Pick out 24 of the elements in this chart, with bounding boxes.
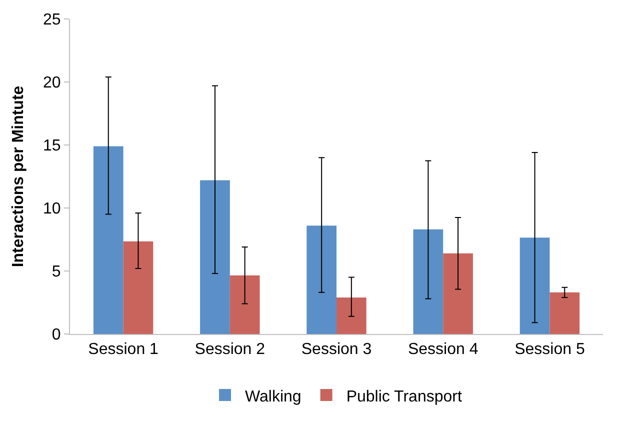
x-tick-label: Session 1 [88,341,159,358]
legend-label: Walking [245,388,302,406]
x-tick-label: Session 2 [194,341,266,358]
bar [336,297,366,334]
bar [230,275,260,334]
y-tick-label: 15 [43,138,61,155]
x-tick-label: Session 3 [301,341,372,358]
y-tick-label: 25 [43,12,61,29]
y-tick-label: 0 [52,326,61,344]
bar [200,180,230,334]
bar [443,253,473,334]
bar [93,146,124,334]
y-tick-label: 10 [43,200,61,218]
bar [520,238,550,334]
legend-label: Public Transport [346,388,462,406]
bar [123,241,154,334]
bar [550,292,580,334]
x-tick-label: Session 4 [408,341,478,358]
bar [413,229,444,334]
x-tick-label: Session 5 [514,341,585,358]
y-tick-label: 20 [43,74,61,92]
y-tick-label: 5 [52,264,61,281]
y-axis-title: Interactions per Mintute [10,86,27,268]
bar [306,226,336,334]
